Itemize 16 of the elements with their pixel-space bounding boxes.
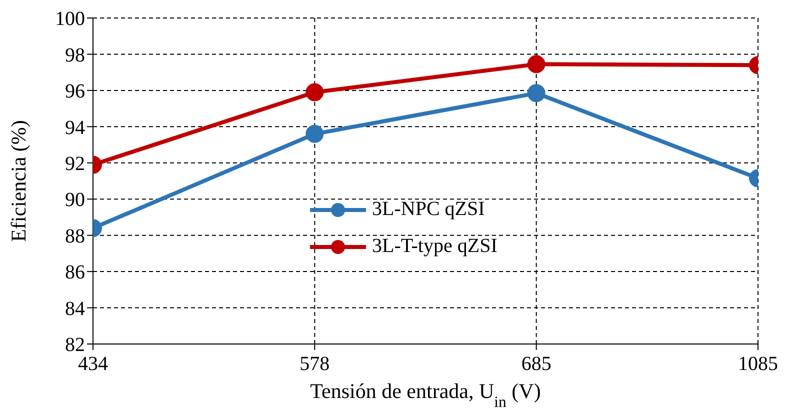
y-tick-label: 84 [65,298,85,320]
y-tick-label: 90 [65,189,85,212]
y-tick-label: 96 [65,80,85,103]
y-tick-label: 88 [65,225,85,248]
y-tick-label: 92 [65,152,85,175]
x-tick-label: 685 [521,353,552,376]
x-tick-label: 1085 [738,353,778,376]
x-tick-label: 578 [300,353,330,376]
y-axis-title: Eficiencia (%) [6,120,30,242]
legend-label: 3L-NPC qZSI [372,198,485,221]
y-tick-label: 94 [65,116,85,139]
legend-label: 3L-T-type qZSI [372,235,498,258]
x-axis-title: Tensión de entrada, U$_{in}$ (V) [310,379,541,410]
y-tick-label: 100 [55,8,85,30]
y-tick-label: 86 [65,262,85,284]
y-tick-label: 98 [65,44,85,66]
